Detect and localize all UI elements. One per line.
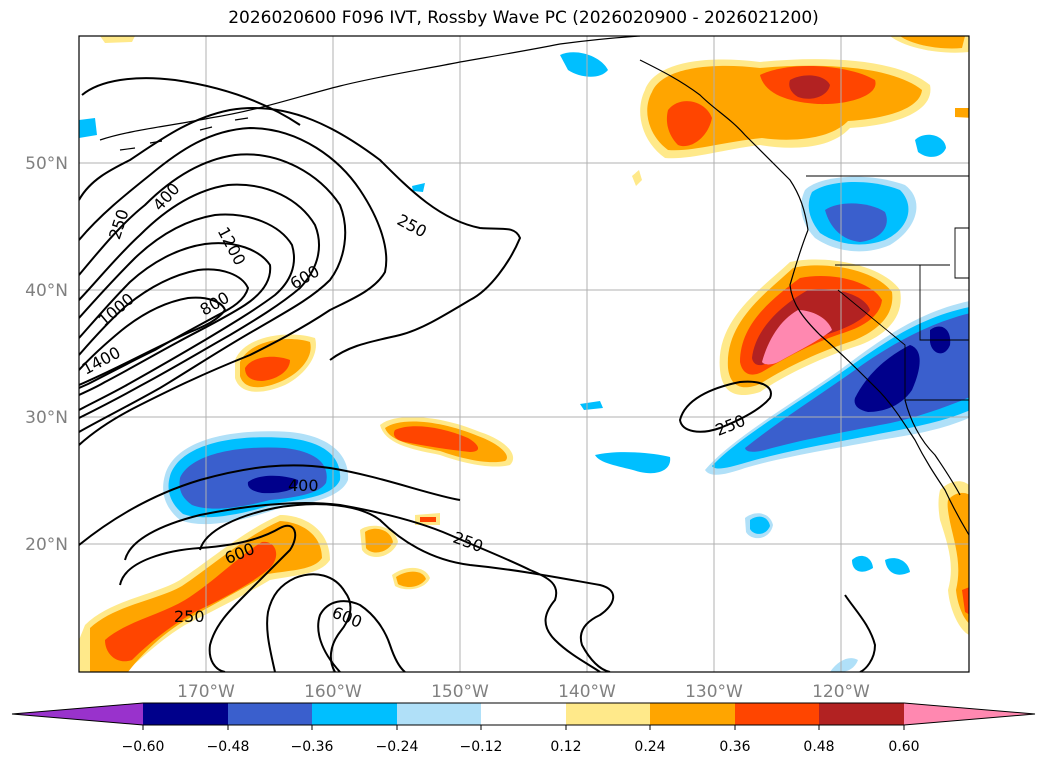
- lat-tick-label: 20°N: [25, 535, 68, 555]
- colorbar-extend-high: [904, 703, 1035, 725]
- negative-anomaly-pnw: [79, 52, 946, 252]
- colorbar-tick-label: −0.48: [207, 739, 250, 755]
- colorbar-tick-label: 0.24: [634, 739, 665, 755]
- lon-tick-label: 140°W: [558, 682, 616, 702]
- colorbar-bin: [735, 703, 819, 725]
- lon-tick-label: 160°W: [304, 682, 362, 702]
- colorbar-bin: [650, 703, 735, 725]
- lat-tick-label: 40°N: [25, 281, 68, 301]
- colorbar-tick-label: −0.24: [376, 739, 419, 755]
- lat-tick-label: 30°N: [25, 408, 68, 428]
- lon-tick-label: 130°W: [685, 682, 743, 702]
- longitude-axis: 170°W 160°W 150°W 140°W 130°W 120°W: [177, 682, 870, 702]
- coastline-west-us: [789, 229, 969, 536]
- lat-tick-label: 50°N: [25, 154, 68, 174]
- colorbar-bin: [143, 703, 228, 725]
- map-title: 2026020600 F096 IVT, Rossby Wave PC (202…: [228, 8, 819, 28]
- colorbar-bin: [481, 703, 566, 725]
- colorbar-bin: [819, 703, 904, 725]
- colorbar-bin: [228, 703, 312, 725]
- colorbar-tick-label: −0.36: [291, 739, 334, 755]
- colorbar-extend-low: [12, 703, 143, 725]
- positive-anomaly-pnw: [632, 59, 969, 186]
- ivt-contours: [79, 77, 877, 672]
- colorbar-tick-label: 0.36: [719, 739, 750, 755]
- colorbar-tick-label: 0.60: [888, 739, 919, 755]
- lon-tick-label: 170°W: [177, 682, 235, 702]
- colorbar-tick-label: 0.48: [803, 739, 834, 755]
- colorbar-bin: [397, 703, 481, 725]
- latitude-axis: 50°N 40°N 30°N 20°N: [25, 154, 68, 555]
- colorbar-tick-label: −0.12: [460, 739, 503, 755]
- lon-tick-label: 150°W: [431, 682, 489, 702]
- contour-label: 400: [288, 476, 319, 495]
- colorbar: −0.60 −0.48 −0.36 −0.24 −0.12 0.12 0.24 …: [11, 702, 1036, 755]
- colorbar-tick-label: 0.12: [550, 739, 581, 755]
- contour-label: 250: [174, 607, 205, 626]
- lon-tick-label: 120°W: [812, 682, 870, 702]
- colorbar-tick-label: −0.60: [122, 739, 165, 755]
- negative-anomaly-subtropical: [163, 431, 349, 525]
- gridlines: [79, 36, 969, 672]
- colorbar-bin: [566, 703, 650, 725]
- plot-frame: [78, 35, 970, 673]
- colorbar-bin: [312, 703, 397, 725]
- political-borders: [806, 175, 969, 401]
